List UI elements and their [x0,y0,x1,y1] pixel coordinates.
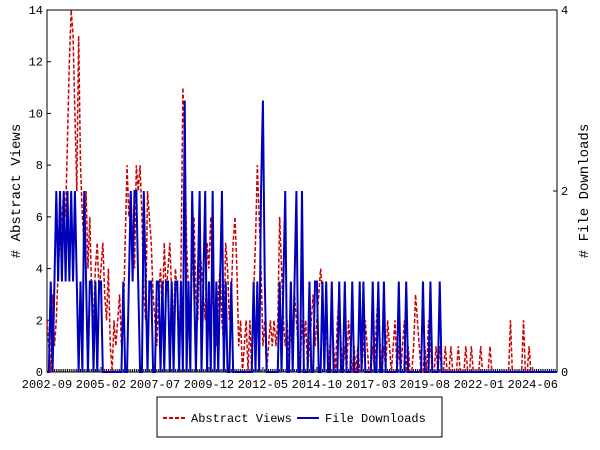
y2-tick-label: 2 [561,185,568,199]
y-tick-label: 6 [36,211,43,225]
y2-tick-label: 0 [561,366,568,380]
x-tick-label: 2007-07 [130,378,180,392]
x-tick-label: 2005-02 [76,378,126,392]
y2-tick-label: 4 [561,4,568,18]
y-tick-label: 8 [36,159,43,173]
x-tick-label: 2024-06 [508,378,558,392]
x-tick-label: 2002-09 [22,378,72,392]
y-tick-label: 14 [29,4,43,18]
y-tick-label: 2 [36,314,43,328]
x-tick-label: 2012-05 [238,378,288,392]
x-tick-label: 2009-12 [184,378,234,392]
legend-label: Abstract Views [191,412,292,426]
x-tick-label: 2017-03 [346,378,396,392]
y-tick-label: 12 [29,56,43,70]
y-tick-label: 4 [36,263,43,277]
series-line [47,100,557,373]
y-axis-label: # Abstract Views [9,124,25,258]
y2-axis-label: # File Downloads [577,124,593,258]
x-tick-label: 2014-10 [292,378,342,392]
x-tick-label: 2019-08 [400,378,450,392]
legend-label: File Downloads [325,412,426,426]
y-tick-label: 0 [36,366,43,380]
y-tick-label: 10 [29,107,43,121]
legend-box [156,396,443,438]
x-tick-label: 2022-01 [454,378,504,392]
